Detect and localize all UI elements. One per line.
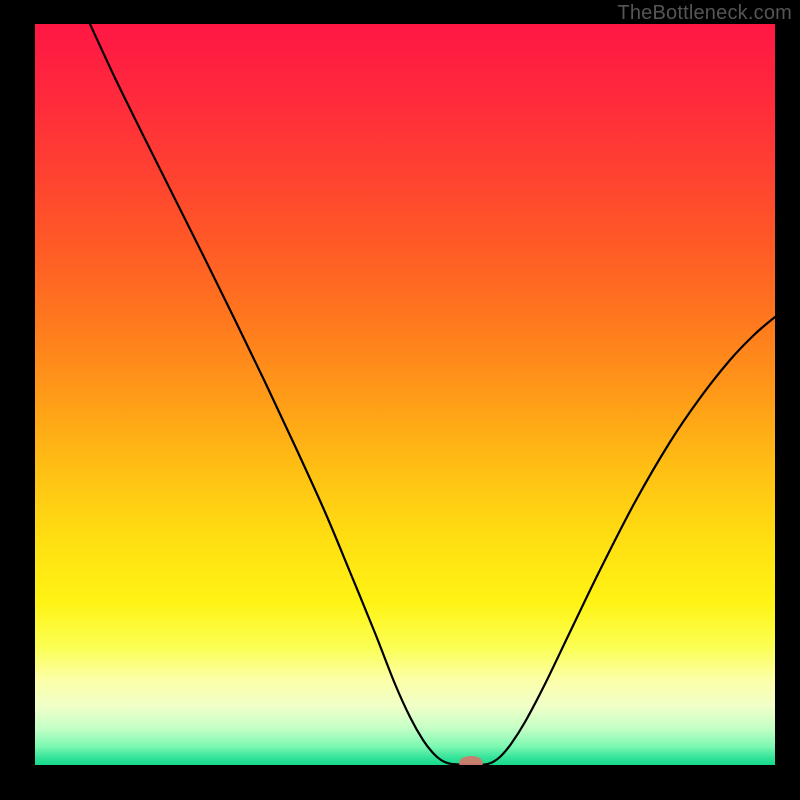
plot-area — [35, 24, 775, 770]
watermark-text: TheBottleneck.com — [617, 2, 792, 25]
gradient-background — [35, 24, 775, 765]
chart-stage: TheBottleneck.com — [0, 0, 800, 800]
bottleneck-chart-svg — [0, 0, 800, 800]
